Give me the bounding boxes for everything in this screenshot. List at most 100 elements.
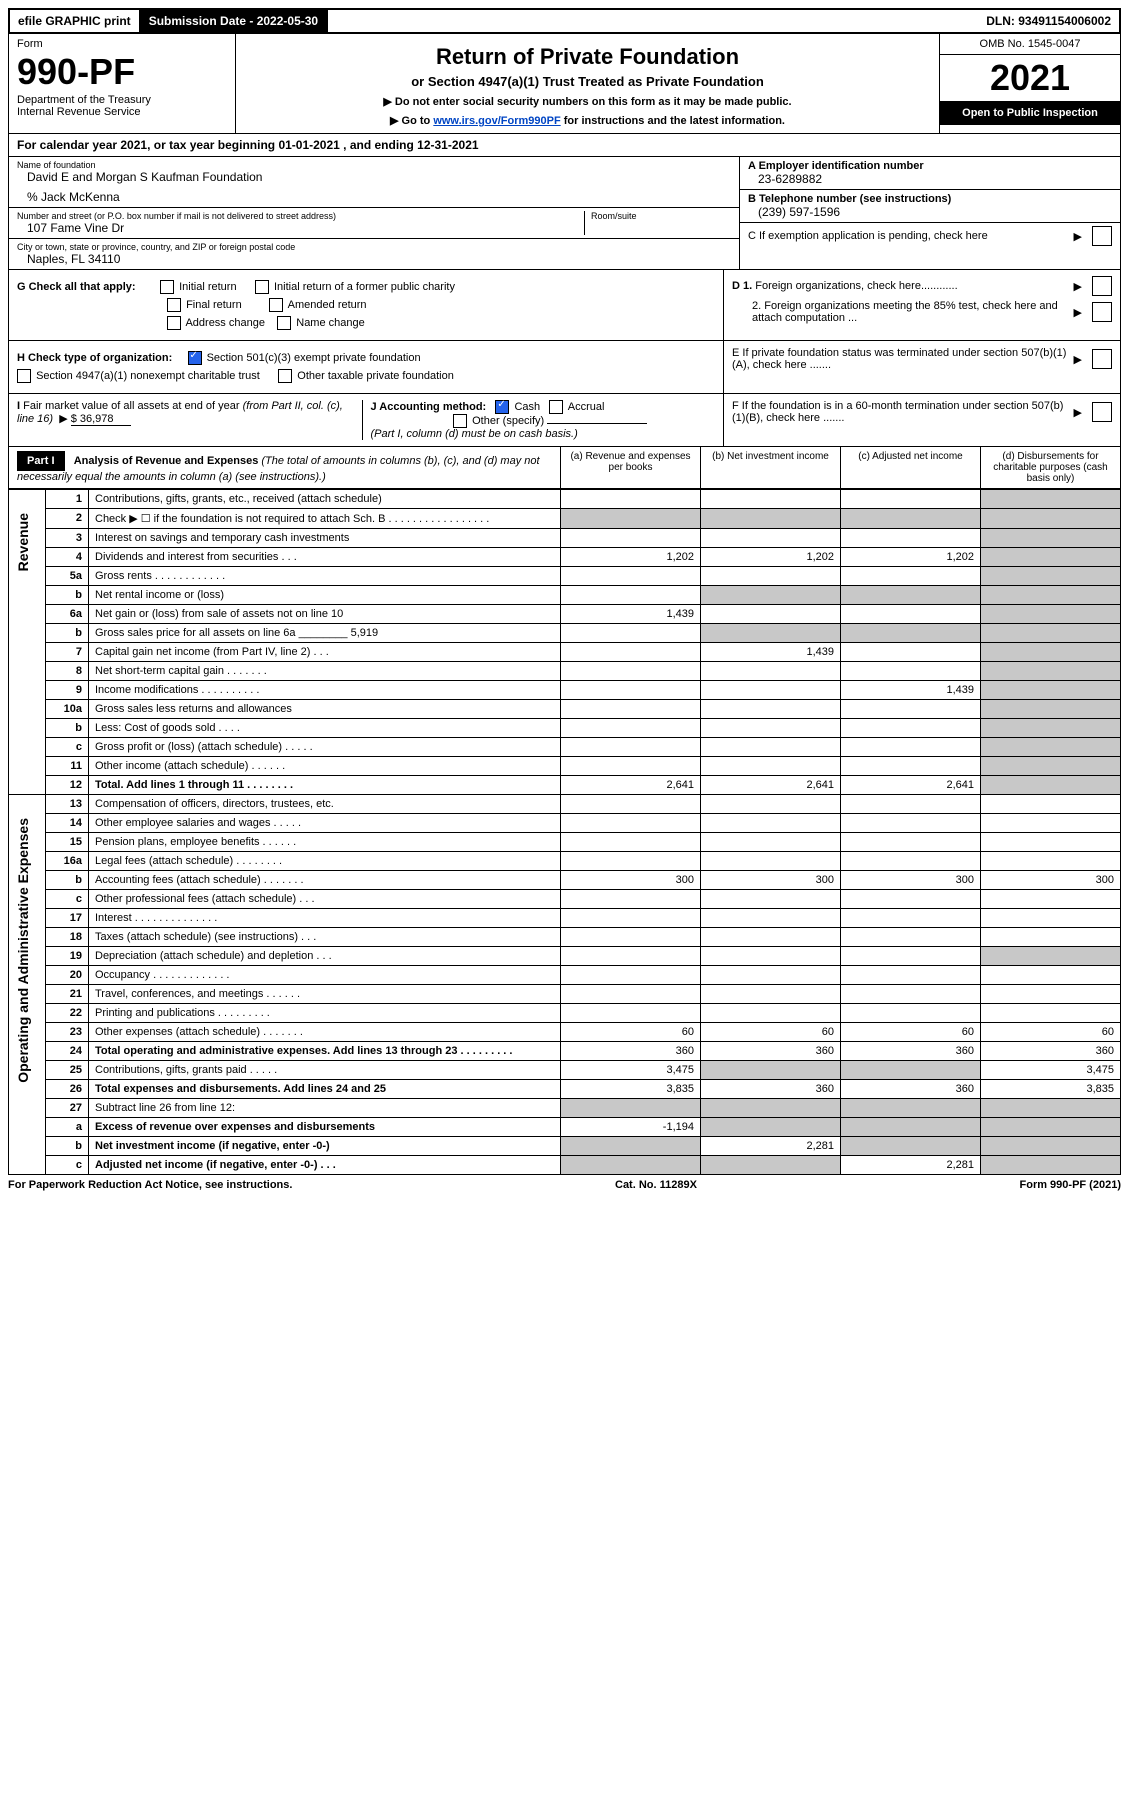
table-row: 3Interest on savings and temporary cash … <box>9 529 1121 548</box>
table-row: cOther professional fees (attach schedul… <box>9 890 1121 909</box>
d1-checkbox[interactable] <box>1092 276 1112 296</box>
table-row: 8Net short-term capital gain . . . . . .… <box>9 662 1121 681</box>
note2-post: for instructions and the latest informat… <box>561 115 785 127</box>
d1-label: D 1. Foreign organizations, check here..… <box>732 280 1070 292</box>
table-row: 10aGross sales less returns and allowanc… <box>9 700 1121 719</box>
name-change-checkbox[interactable] <box>277 316 291 330</box>
addr-label: Number and street (or P.O. box number if… <box>17 211 584 221</box>
header-left: Form 990-PF Department of the Treasury I… <box>9 34 236 133</box>
open-public: Open to Public Inspection <box>940 101 1120 125</box>
table-row: 11Other income (attach schedule) . . . .… <box>9 757 1121 776</box>
e-checkbox[interactable] <box>1092 349 1112 369</box>
table-row: 22Printing and publications . . . . . . … <box>9 1004 1121 1023</box>
501c3-label: Section 501(c)(3) exempt private foundat… <box>207 352 421 364</box>
top-bar: efile GRAPHIC print Submission Date - 20… <box>8 8 1121 34</box>
header-center: Return of Private Foundation or Section … <box>236 34 939 133</box>
form-word: Form <box>17 38 227 50</box>
initial-return-label: Initial return <box>179 281 236 293</box>
table-row: cAdjusted net income (if negative, enter… <box>9 1156 1121 1175</box>
revenue-side-label: Revenue <box>15 493 31 591</box>
col-b-header: (b) Net investment income <box>700 447 840 488</box>
part1-label: Part I <box>17 451 65 471</box>
table-row: 18Taxes (attach schedule) (see instructi… <box>9 928 1121 947</box>
submission-date: Submission Date - 2022-05-30 <box>141 10 328 32</box>
col-a-header: (a) Revenue and expenses per books <box>560 447 700 488</box>
note-1: ▶ Do not enter social security numbers o… <box>242 95 933 108</box>
info-section: Name of foundation David E and Morgan S … <box>8 157 1121 270</box>
table-row: 16aLegal fees (attach schedule) . . . . … <box>9 852 1121 871</box>
final-return-label: Final return <box>186 299 242 311</box>
4947-checkbox[interactable] <box>17 369 31 383</box>
room-label: Room/suite <box>591 211 731 221</box>
accrual-checkbox[interactable] <box>549 400 563 414</box>
table-row: 26Total expenses and disbursements. Add … <box>9 1080 1121 1099</box>
table-row: 15Pension plans, employee benefits . . .… <box>9 833 1121 852</box>
form-link[interactable]: www.irs.gov/Form990PF <box>433 115 560 127</box>
c-checkbox[interactable] <box>1092 226 1112 246</box>
table-row: 24Total operating and administrative exp… <box>9 1042 1121 1061</box>
j-note: (Part I, column (d) must be on cash basi… <box>371 428 578 440</box>
table-row: bNet rental income or (loss) <box>9 586 1121 605</box>
4947-label: Section 4947(a)(1) nonexempt charitable … <box>36 370 260 382</box>
table-row: bNet investment income (if negative, ent… <box>9 1137 1121 1156</box>
table-row: 21Travel, conferences, and meetings . . … <box>9 985 1121 1004</box>
final-return-checkbox[interactable] <box>167 298 181 312</box>
efile-label: efile GRAPHIC print <box>10 10 141 32</box>
table-row: 14Other employee salaries and wages . . … <box>9 814 1121 833</box>
table-row: 5aGross rents . . . . . . . . . . . . <box>9 567 1121 586</box>
e-label: E If private foundation status was termi… <box>732 347 1070 371</box>
dln: DLN: 93491154006002 <box>978 10 1119 32</box>
f-label: F If the foundation is in a 60-month ter… <box>732 400 1070 424</box>
name-label: Name of foundation <box>17 160 731 170</box>
other-taxable-checkbox[interactable] <box>278 369 292 383</box>
table-row: cGross profit or (loss) (attach schedule… <box>9 738 1121 757</box>
form-title: Return of Private Foundation <box>242 44 933 70</box>
phone: (239) 597-1596 <box>748 205 1112 219</box>
footer-mid: Cat. No. 11289X <box>615 1179 697 1191</box>
page-footer: For Paperwork Reduction Act Notice, see … <box>8 1175 1121 1195</box>
expenses-side-label: Operating and Administrative Expenses <box>15 798 31 1103</box>
foundation-name: David E and Morgan S Kaufman Foundation <box>17 170 731 184</box>
table-row: 7Capital gain net income (from Part IV, … <box>9 643 1121 662</box>
table-row: aExcess of revenue over expenses and dis… <box>9 1118 1121 1137</box>
c-label: C If exemption application is pending, c… <box>748 230 1070 242</box>
initial-return-checkbox[interactable] <box>160 280 174 294</box>
amended-return-checkbox[interactable] <box>269 298 283 312</box>
table-row: 4Dividends and interest from securities … <box>9 548 1121 567</box>
city-state-zip: Naples, FL 34110 <box>17 252 731 266</box>
arrow-icon: ▶ <box>1074 306 1082 319</box>
phone-label: B Telephone number (see instructions) <box>748 193 1112 205</box>
omb-number: OMB No. 1545-0047 <box>940 34 1120 55</box>
cash-checkbox[interactable] <box>495 400 509 414</box>
arrow-icon: ▶ <box>1074 406 1082 419</box>
other-taxable-label: Other taxable private foundation <box>297 370 454 382</box>
calendar-year-line: For calendar year 2021, or tax year begi… <box>8 134 1121 157</box>
arrow-icon: ▶ <box>1074 230 1082 243</box>
revenue-expense-table: Revenue1Contributions, gifts, grants, et… <box>8 489 1121 1175</box>
col-c-header: (c) Adjusted net income <box>840 447 980 488</box>
ein-label: A Employer identification number <box>748 160 1112 172</box>
f-checkbox[interactable] <box>1092 402 1112 422</box>
initial-former-checkbox[interactable] <box>255 280 269 294</box>
ein: 23-6289882 <box>748 172 1112 186</box>
check-section-ij: I Fair market value of all assets at end… <box>8 394 1121 447</box>
table-row: bAccounting fees (attach schedule) . . .… <box>9 871 1121 890</box>
table-row: 12Total. Add lines 1 through 11 . . . . … <box>9 776 1121 795</box>
table-row: 9Income modifications . . . . . . . . . … <box>9 681 1121 700</box>
other-method-checkbox[interactable] <box>453 414 467 428</box>
501c3-checkbox[interactable] <box>188 351 202 365</box>
street-address: 107 Fame Vine Dr <box>17 221 584 235</box>
address-change-checkbox[interactable] <box>167 316 181 330</box>
col-d-header: (d) Disbursements for charitable purpose… <box>980 447 1120 488</box>
arrow-icon: ▶ <box>1074 280 1082 293</box>
i-label: Fair market value of all assets at end o… <box>17 400 343 425</box>
form-header: Form 990-PF Department of the Treasury I… <box>8 34 1121 134</box>
fmv-value: $ 36,978 <box>71 413 131 426</box>
d2-checkbox[interactable] <box>1092 302 1112 322</box>
table-row: Operating and Administrative Expenses13C… <box>9 795 1121 814</box>
city-label: City or town, state or province, country… <box>17 242 731 252</box>
arrow-icon: ▶ <box>1074 353 1082 366</box>
header-right: OMB No. 1545-0047 2021 Open to Public In… <box>939 34 1120 133</box>
footer-right: Form 990-PF (2021) <box>1020 1179 1121 1191</box>
dept: Department of the Treasury <box>17 94 227 106</box>
